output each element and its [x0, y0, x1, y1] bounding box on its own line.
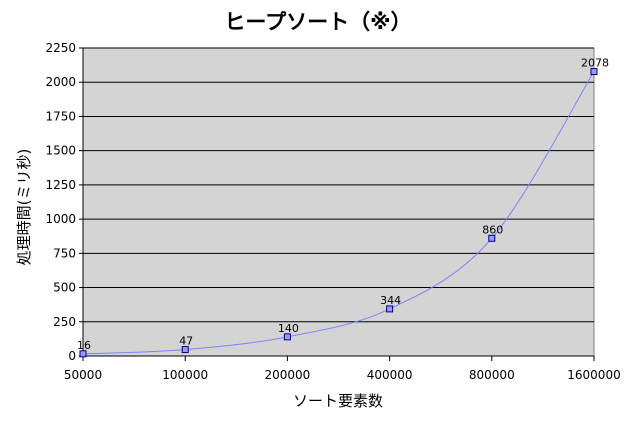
- data-point-400000: [386, 305, 394, 313]
- y-tick-label-1750: 1750: [45, 109, 76, 123]
- y-tick-label-500: 500: [53, 281, 76, 295]
- y-tick-label-0: 0: [68, 349, 76, 363]
- y-tick-label-750: 750: [53, 246, 76, 260]
- y-tick-label-1500: 1500: [45, 144, 76, 158]
- y-axis-title: 処理時間(ミリ秒): [15, 149, 33, 266]
- data-label-200000: 140: [278, 322, 299, 335]
- plot-area: 0 250 500 750 1000 1250 1500 1750 2000 2250 50000 1…: [45, 41, 620, 382]
- x-tick-label-50000: 50000: [64, 368, 102, 382]
- x-tick-label-100000: 100000: [162, 368, 208, 382]
- data-point-100000: [181, 346, 189, 354]
- x-tick-label-200000: 200000: [264, 368, 310, 382]
- x-tick-label-400000: 400000: [367, 368, 413, 382]
- plot-background: [82, 47, 595, 357]
- data-point-1600000: [590, 68, 598, 76]
- y-tick-label-250: 250: [53, 315, 76, 329]
- data-point-800000: [488, 234, 496, 242]
- data-label-1600000: 2078: [581, 57, 609, 70]
- x-tick-label-1600000: 1600000: [567, 368, 620, 382]
- data-label-100000: 47: [179, 335, 193, 348]
- data-point-50000: [79, 350, 87, 358]
- x-axis-title: ソート要素数: [293, 392, 383, 410]
- y-tick-label-1250: 1250: [45, 178, 76, 192]
- y-tick-label-2250: 2250: [45, 41, 76, 55]
- data-point-200000: [283, 333, 291, 341]
- x-tick-label-800000: 800000: [469, 368, 515, 382]
- data-label-800000: 860: [482, 223, 503, 236]
- data-label-400000: 344: [380, 294, 401, 307]
- data-label-50000: 16: [77, 339, 91, 352]
- chart-title: ヒープソート（※）: [224, 10, 411, 34]
- y-tick-label-1000: 1000: [45, 212, 76, 226]
- y-tick-label-2000: 2000: [45, 75, 76, 89]
